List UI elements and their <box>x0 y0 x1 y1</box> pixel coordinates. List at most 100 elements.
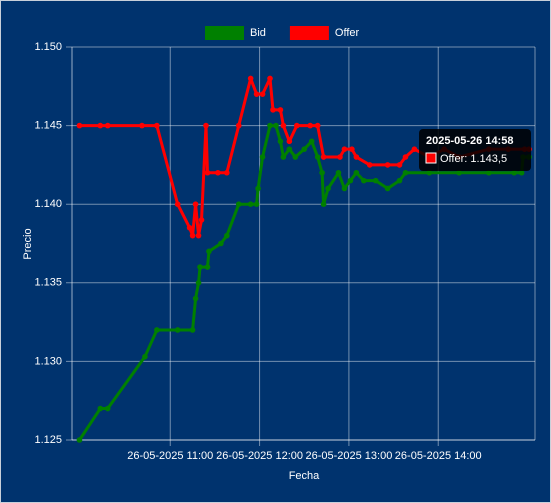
data-point <box>142 353 148 360</box>
data-point <box>292 154 299 160</box>
data-point <box>273 122 279 129</box>
data-point <box>215 169 221 176</box>
data-point <box>314 122 321 129</box>
data-point <box>353 169 360 176</box>
tooltip-box <box>419 129 531 171</box>
data-point <box>76 437 83 443</box>
data-point <box>402 169 409 176</box>
x-axis-title: Fecha <box>289 470 320 482</box>
data-point <box>197 264 203 270</box>
data-point <box>341 185 348 192</box>
data-point <box>253 91 260 97</box>
y-tick-label: 1.145 <box>34 120 62 132</box>
data-point <box>294 122 300 129</box>
data-point <box>253 201 260 207</box>
data-point <box>224 232 230 239</box>
data-point <box>255 185 261 192</box>
data-point <box>235 201 242 207</box>
data-point <box>76 122 83 129</box>
legend-label: Offer <box>335 27 360 39</box>
y-tick-label: 1.125 <box>34 434 62 446</box>
data-point <box>337 154 343 160</box>
data-point <box>307 122 313 129</box>
data-point <box>384 162 391 168</box>
data-point <box>259 154 266 160</box>
data-point <box>314 154 321 160</box>
y-axis-title: Precio <box>22 228 34 259</box>
data-point <box>267 122 273 129</box>
data-point <box>104 405 111 412</box>
data-point <box>139 122 145 129</box>
data-point <box>486 169 492 176</box>
data-point <box>195 232 202 239</box>
y-tick-label: 1.135 <box>34 277 62 289</box>
data-point <box>277 107 284 113</box>
data-point <box>347 177 354 184</box>
tooltip-title: 2025-05-26 14:58 <box>426 135 513 147</box>
data-point <box>396 177 403 184</box>
data-point <box>174 201 181 207</box>
data-point <box>154 122 160 129</box>
data-point <box>320 154 327 160</box>
data-point <box>195 280 202 286</box>
data-point <box>186 224 193 231</box>
data-point <box>349 146 355 152</box>
tooltip-label: Offer: 1.143,5 <box>440 153 507 165</box>
data-point <box>286 138 293 145</box>
data-point <box>189 327 196 333</box>
data-point <box>280 154 287 160</box>
data-point <box>204 264 211 270</box>
legend-label: Bid <box>250 27 266 39</box>
data-point <box>286 146 293 152</box>
data-point <box>247 75 254 82</box>
data-point <box>204 169 211 176</box>
x-tick-label: 26-05-2025 11:00 <box>127 450 213 462</box>
data-point <box>277 138 284 145</box>
data-point <box>360 177 367 184</box>
data-point <box>97 405 104 412</box>
data-point <box>384 185 391 192</box>
data-point <box>335 169 342 176</box>
data-point <box>456 169 462 176</box>
data-point <box>280 122 287 129</box>
y-tick-label: 1.140 <box>34 198 62 210</box>
y-tick-label: 1.150 <box>34 41 62 53</box>
data-point <box>308 138 315 145</box>
data-point <box>402 154 409 160</box>
x-tick-label: 26-05-2025 14:00 <box>395 450 482 462</box>
data-point <box>301 146 308 152</box>
data-point <box>97 122 104 129</box>
data-point <box>154 327 160 333</box>
data-point <box>235 122 242 129</box>
data-point <box>259 91 266 97</box>
data-point <box>396 162 403 168</box>
data-point <box>104 122 111 129</box>
data-point <box>366 162 373 168</box>
data-point <box>341 146 348 152</box>
data-point <box>518 169 525 176</box>
data-point <box>411 146 418 152</box>
data-point <box>270 107 276 113</box>
y-tick-label: 1.130 <box>34 355 62 367</box>
data-point <box>192 201 199 207</box>
data-point <box>247 201 254 207</box>
legend-swatch <box>289 26 329 40</box>
x-tick-label: 26-05-2025 13:00 <box>305 450 392 462</box>
data-point <box>192 295 199 302</box>
data-point <box>189 232 196 239</box>
x-tick-label: 26-05-2025 12:00 <box>216 450 303 462</box>
data-point <box>267 75 273 82</box>
data-point <box>426 169 433 176</box>
tooltip-swatch <box>425 152 437 164</box>
data-point <box>372 177 379 184</box>
data-point <box>353 154 360 160</box>
data-point <box>203 122 209 129</box>
data-point <box>206 248 212 255</box>
data-point <box>511 169 517 176</box>
data-point <box>218 240 224 247</box>
data-point <box>320 201 327 207</box>
data-point <box>319 169 325 176</box>
data-point <box>325 185 331 192</box>
